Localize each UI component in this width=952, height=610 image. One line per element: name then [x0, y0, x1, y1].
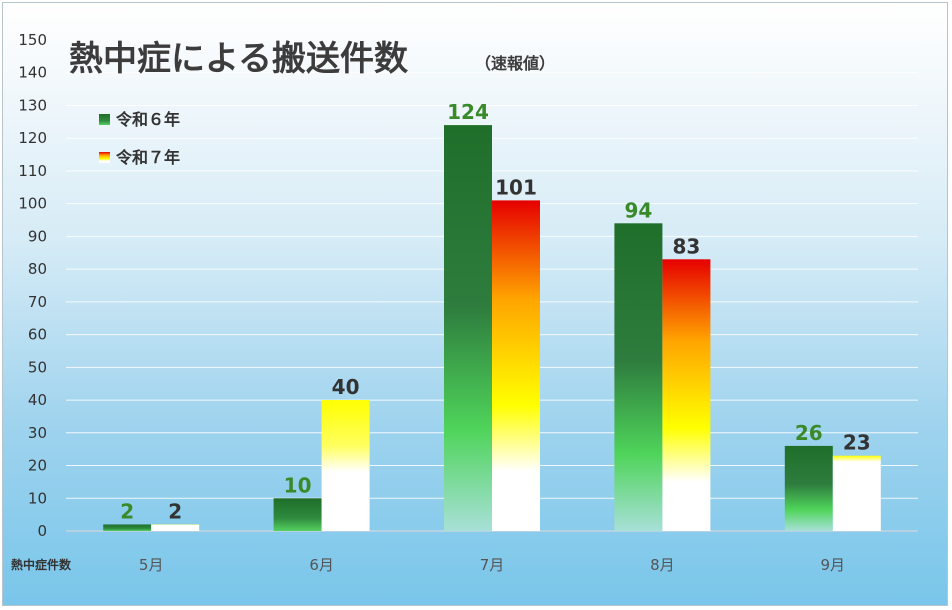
- data-label-series-2-2: 40: [332, 375, 360, 399]
- data-label-series-2-5: 23: [843, 431, 871, 455]
- data-label-series-1-1: 2: [120, 499, 134, 523]
- bar-series-2-5: [832, 455, 881, 531]
- legend-label-series-1: 令和６年: [115, 110, 180, 129]
- legend-swatch-series-2: [99, 152, 110, 163]
- x-category-label: 8月: [650, 556, 675, 574]
- y-tick-label: 30: [28, 424, 47, 442]
- y-tick-label: 130: [18, 96, 47, 114]
- bar-series-2-3: [492, 200, 540, 532]
- x-category-label: 9月: [821, 556, 846, 574]
- y-tick-label: 100: [18, 195, 47, 213]
- bar-series-1-1: [103, 524, 152, 531]
- y-tick-label: 150: [18, 31, 47, 49]
- legend-label-series-2: 令和７年: [115, 148, 180, 167]
- bar-series-2-1: [151, 524, 200, 531]
- data-label-series-2-4: 83: [672, 234, 700, 258]
- chart-title: 熱中症による搬送件数: [69, 39, 408, 79]
- y-tick-label: 90: [28, 227, 47, 245]
- y-tick-label: 70: [28, 293, 47, 311]
- chart-subtitle: （速報値）: [475, 54, 555, 73]
- data-label-series-1-3: 124: [447, 100, 489, 124]
- bar-series-1-3: [444, 125, 492, 532]
- bar-series-1-2: [273, 498, 322, 531]
- bar-series-2-2: [321, 400, 370, 531]
- bar-series-2-4: [662, 259, 711, 531]
- data-label-series-2-3: 101: [495, 175, 537, 199]
- x-category-label: 7月: [480, 556, 505, 574]
- y-tick-label: 10: [28, 489, 47, 507]
- data-label-series-2-1: 2: [168, 499, 182, 523]
- y-tick-label: 80: [28, 260, 47, 278]
- y-tick-label: 110: [18, 162, 47, 180]
- bar-series-1-4: [614, 223, 663, 531]
- y-tick-label: 140: [18, 64, 47, 82]
- y-tick-label: 40: [28, 391, 47, 409]
- x-category-label: 6月: [309, 556, 334, 574]
- y-tick-label: 50: [28, 358, 47, 376]
- legend-swatch-series-1: [99, 114, 110, 125]
- data-label-series-1-4: 94: [624, 198, 652, 222]
- row-header: 熱中症件数: [11, 557, 72, 572]
- bar-series-1-5: [784, 445, 833, 531]
- y-tick-label: 20: [28, 457, 47, 475]
- y-tick-label: 0: [37, 522, 47, 540]
- data-label-series-1-5: 26: [795, 421, 823, 445]
- x-category-label: 5月: [139, 556, 164, 574]
- y-tick-label: 60: [28, 326, 47, 344]
- legend: 令和６年 令和７年: [99, 110, 180, 167]
- bar-chart: 0 10 20 30 40 50 60 70 80 90 100 110 120 130 140 150 5月 6…: [11, 31, 918, 574]
- data-label-series-1-2: 10: [284, 473, 312, 497]
- y-tick-label: 120: [18, 129, 47, 147]
